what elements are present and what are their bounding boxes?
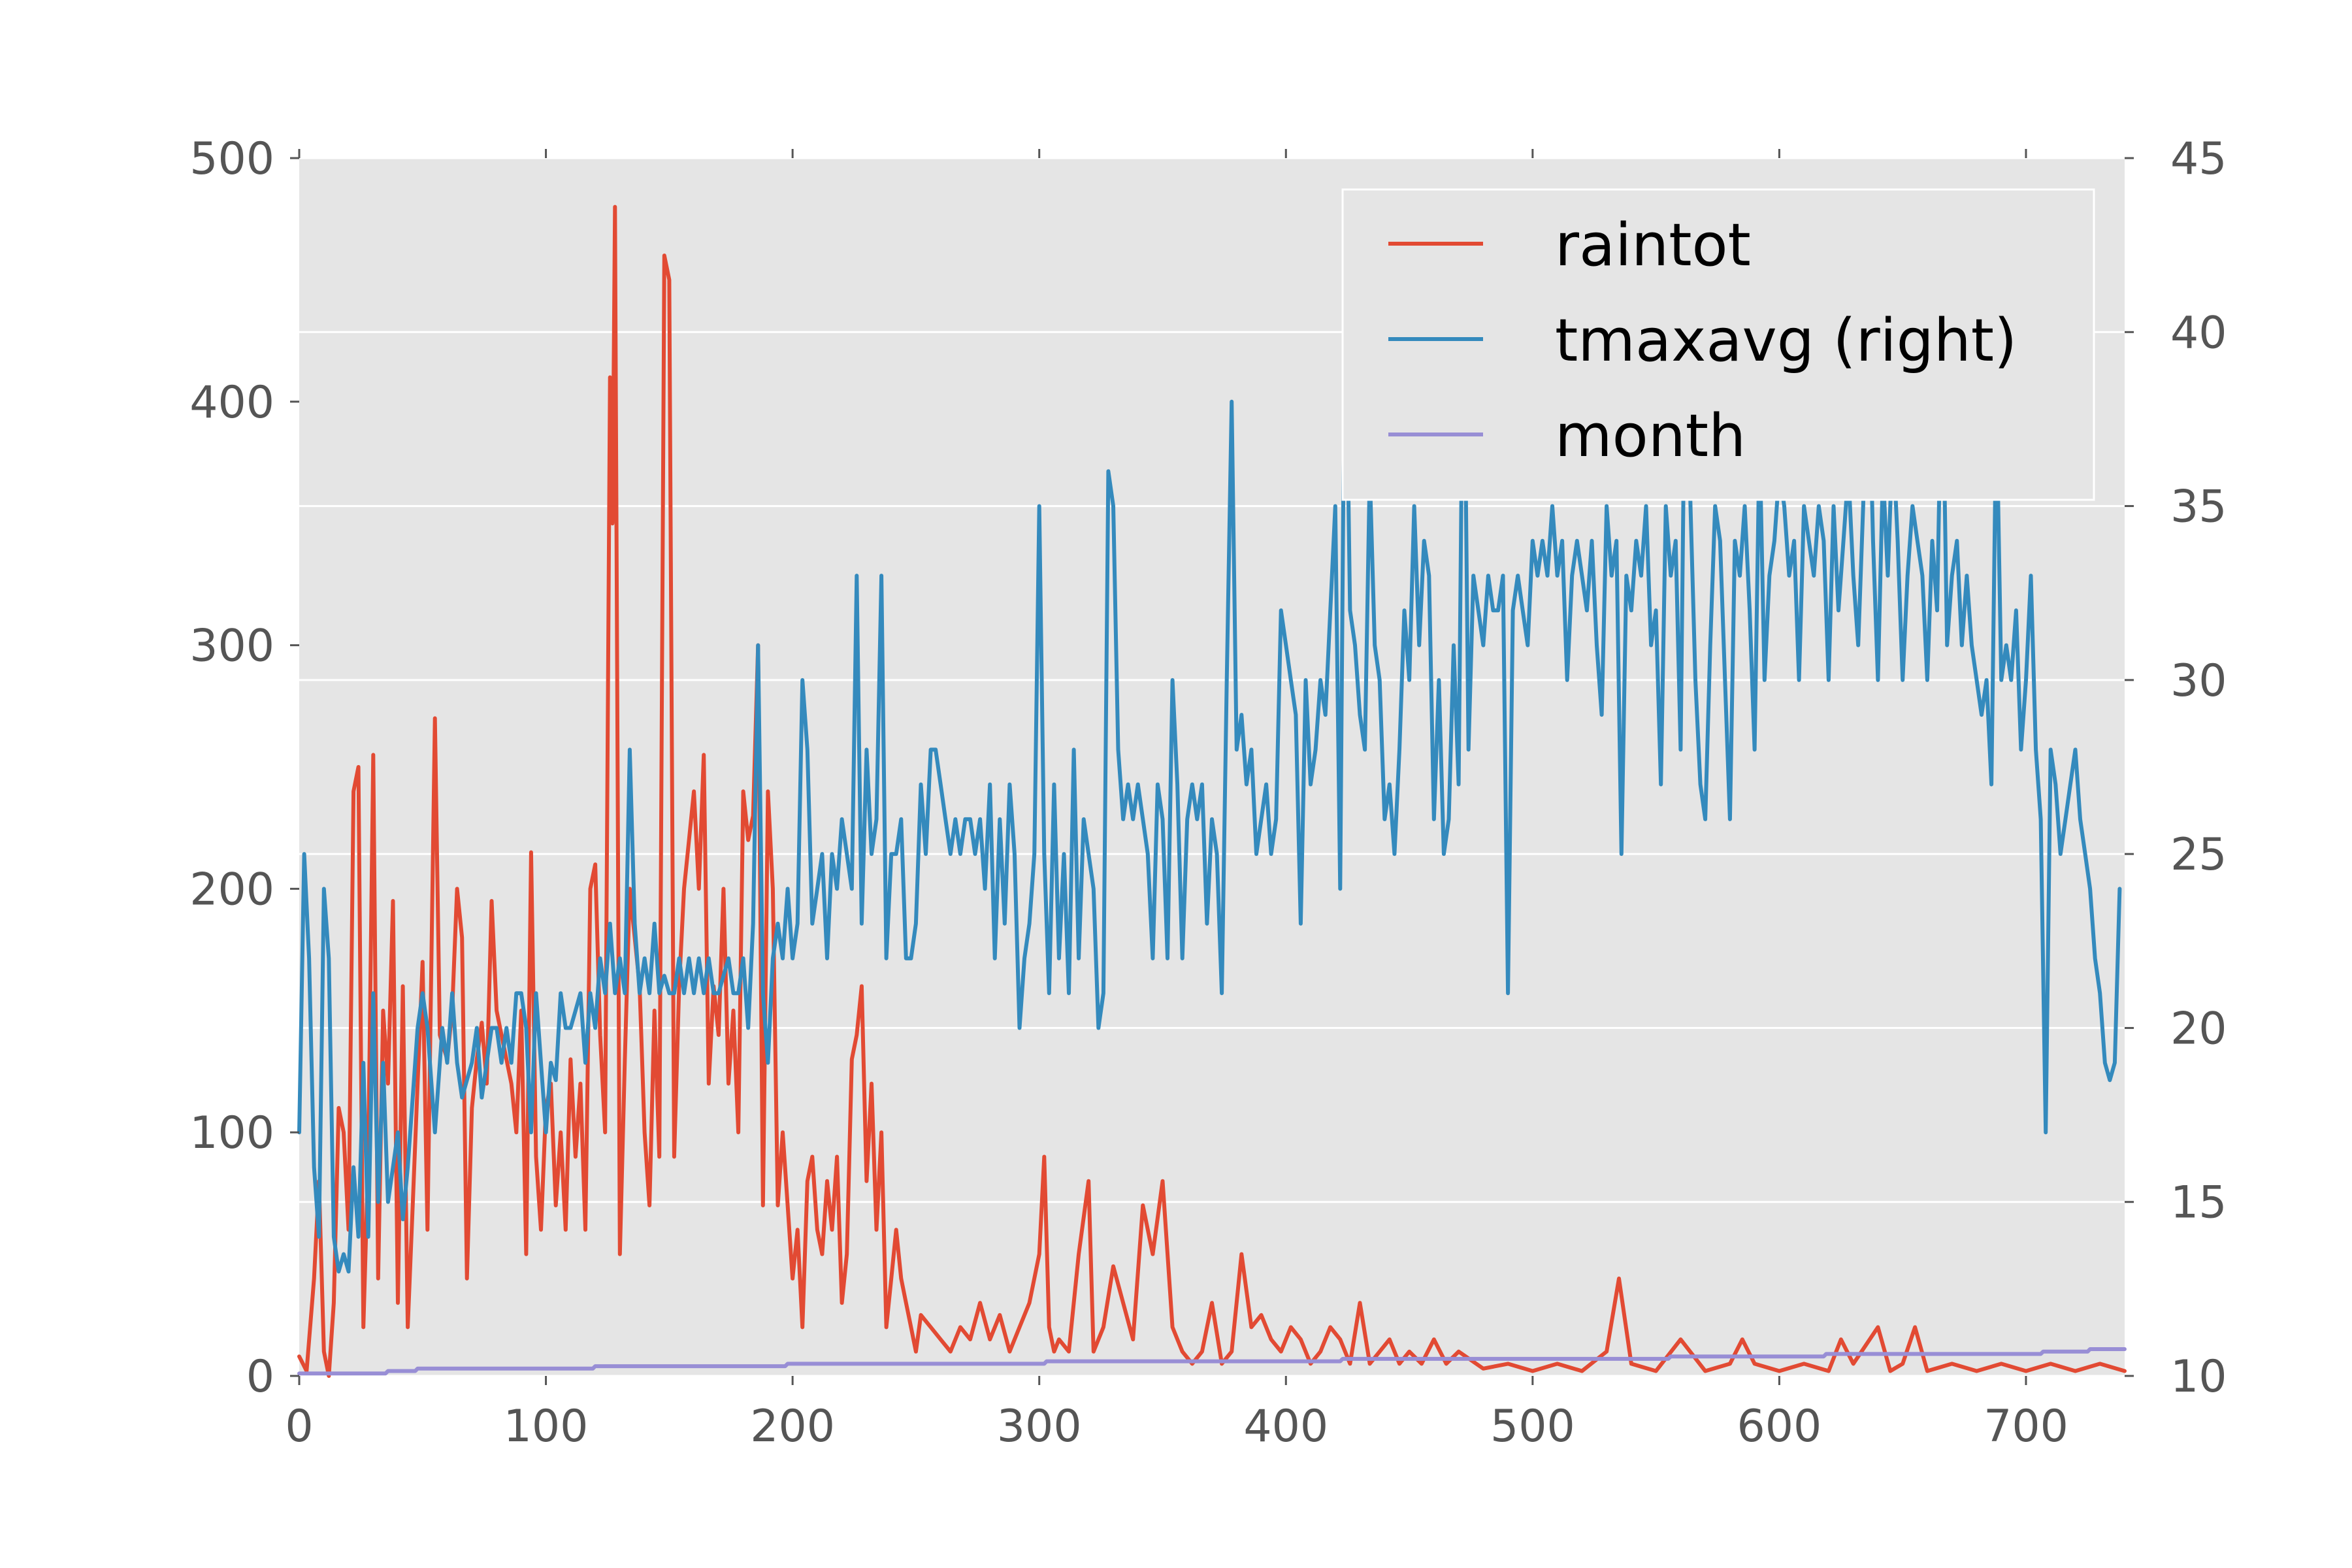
- y-tick-label-left: 300: [189, 621, 274, 672]
- series-line-tmaxavg: [297, 260, 2122, 1274]
- x-tick-label: 300: [997, 1401, 1082, 1452]
- y-tick-label-right: 10: [2170, 1351, 2227, 1403]
- legend-box: [1341, 188, 2095, 501]
- y-tick-label-left: 0: [246, 1351, 274, 1403]
- y-tick-label-right: 45: [2170, 133, 2227, 185]
- axes: 0 100 200 300 400 500 600 700 0 100 200 300 400 500 10…: [189, 133, 2227, 1452]
- legend: raintot tmaxavg (right) month: [1341, 188, 2095, 501]
- x-tick-label: 500: [1490, 1401, 1575, 1452]
- x-tick-label: 400: [1243, 1401, 1328, 1452]
- x-tick-label: 0: [285, 1401, 313, 1452]
- legend-label: raintot: [1555, 211, 1751, 280]
- legend-label: tmaxavg (right): [1555, 306, 2017, 375]
- series-line-month: [297, 1347, 2127, 1376]
- y-tick-label-left: 200: [189, 864, 274, 915]
- x-tick-label: 700: [1984, 1401, 2068, 1452]
- y-tick-label-right: 30: [2170, 655, 2227, 707]
- y-tick-label-right: 35: [2170, 482, 2227, 533]
- x-tick-label: 100: [504, 1401, 589, 1452]
- x-tick-label: 200: [750, 1401, 835, 1452]
- x-tick-label: 600: [1737, 1401, 1822, 1452]
- y-tick-label-right: 20: [2170, 1003, 2227, 1054]
- series-layer: [297, 204, 2127, 1378]
- y-tick-label-left: 100: [189, 1107, 274, 1159]
- y-tick-label-right: 40: [2170, 307, 2227, 359]
- y-tick-label-left: 400: [189, 377, 274, 429]
- y-tick-label-right: 25: [2170, 829, 2227, 881]
- y-tick-label-right: 15: [2170, 1177, 2227, 1229]
- y-tick-label-left: 500: [189, 133, 274, 185]
- legend-label: month: [1555, 402, 1746, 470]
